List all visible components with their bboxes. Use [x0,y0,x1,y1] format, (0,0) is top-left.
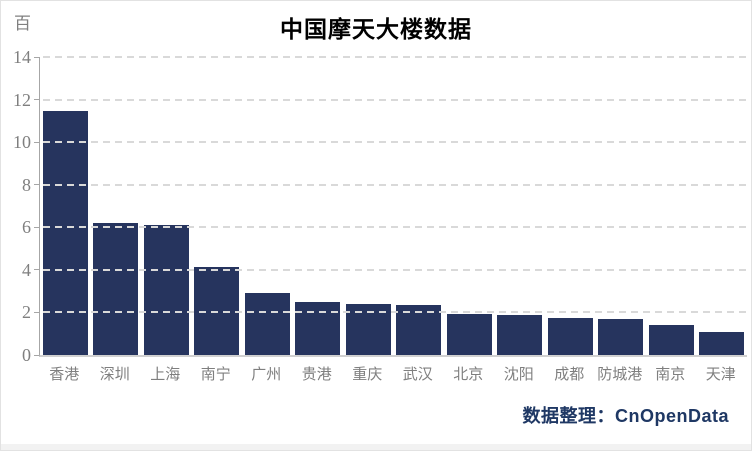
bar-南京 [648,325,694,355]
x-tick-label: 沈阳 [503,367,534,383]
y-tick-label: 6 [22,217,31,238]
bar-slot [444,57,495,355]
x-tick-label: 北京 [453,367,484,383]
bar-上海 [143,225,189,355]
plot-area [39,56,747,357]
bar-slot [91,57,142,355]
bar-slot [545,57,596,355]
bar-北京 [446,313,492,355]
bar-贵港 [295,301,341,355]
y-tick-label: 4 [22,259,31,280]
y-tick-label: 8 [22,174,31,195]
gridline [43,226,747,229]
bar-slot [242,57,293,355]
y-tick-mark [34,56,39,58]
bar-广州 [244,293,290,355]
bars-container [40,57,747,355]
x-tick-label: 重庆 [352,367,383,383]
bar-slot [141,57,192,355]
y-axis: 0 2 4 6 8 10 12 14 [1,47,39,365]
gridline [43,183,747,186]
gridline [43,311,747,314]
bar-沈阳 [497,314,543,355]
x-tick-label: 广州 [251,367,282,383]
y-tick-mark [34,354,39,356]
y-tick-mark [34,226,39,228]
x-tick-label: 成都 [554,367,585,383]
x-tick-label: 贵港 [301,367,332,383]
bar-slot [596,57,647,355]
bar-香港 [42,111,88,355]
chart-title: 中国摩天大楼数据 [280,16,472,42]
y-tick-label: 0 [22,345,31,365]
window-bottom-edge [1,444,751,450]
data-source-attribution: 数据整理：CnOpenData [522,406,729,426]
x-axis: 香港 深圳 上海 南宁 广州 贵港 重庆 武汉 北京 沈阳 成都 防城港 南京 天津 [39,363,746,384]
y-tick-mark [34,184,39,186]
bar-深圳 [93,223,139,355]
x-tick-label: 武汉 [402,367,433,383]
bar-slot [394,57,445,355]
x-tick-label: 南京 [655,367,686,383]
x-tick-label: 南宁 [200,367,231,383]
bar-slot [495,57,546,355]
y-tick-mark [34,141,39,143]
x-tick-label: 防城港 [597,367,643,383]
x-tick-label: 深圳 [99,367,130,383]
bar-slot [697,57,748,355]
gridline [43,268,747,271]
bar-天津 [699,331,745,355]
x-tick-label: 香港 [49,367,80,383]
bar-南宁 [194,266,240,355]
bar-slot [343,57,394,355]
gridline [43,141,747,144]
bar-slot [293,57,344,355]
y-tick-label: 12 [13,89,31,110]
y-tick-label: 10 [13,132,31,153]
bar-防城港 [598,318,644,355]
bar-成都 [547,317,593,355]
y-axis-unit-label: 百 [14,14,31,33]
x-tick-label: 上海 [150,367,181,383]
gridline [43,98,747,101]
y-tick-label: 2 [22,302,31,323]
x-tick-label: 天津 [705,367,736,383]
y-tick-label: 14 [13,47,31,67]
gridline [43,56,747,58]
y-tick-mark [34,99,39,101]
bar-slot [646,57,697,355]
bar-slot [40,57,91,355]
y-tick-mark [34,311,39,313]
bar-slot [192,57,243,355]
y-tick-mark [34,269,39,271]
